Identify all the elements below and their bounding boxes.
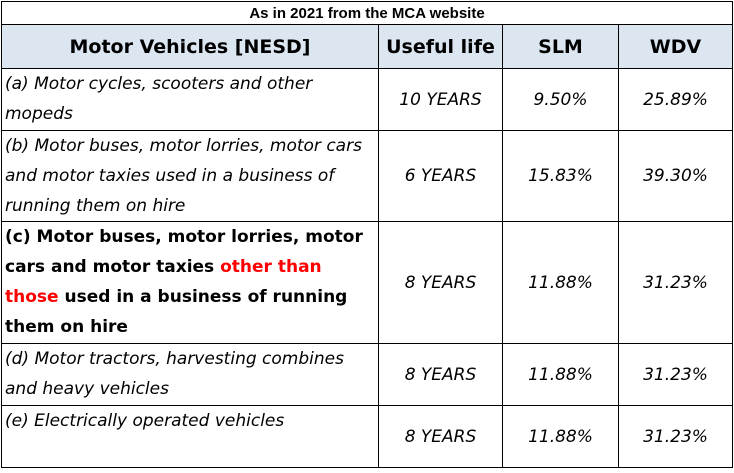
row-useful-life: 10 YEARS [378, 68, 503, 131]
table-row: (e) Electrically operated vehicles 8 YEA… [1, 405, 734, 468]
table-row: (d) Motor tractors, harvesting combines … [1, 343, 734, 406]
row-wdv: 31.23% [617, 405, 734, 468]
row-description-highlight: other than those [5, 257, 322, 307]
row-wdv: 31.23% [617, 221, 734, 344]
row-useful-life: 6 YEARS [378, 130, 503, 222]
row-description: (e) Electrically operated vehicles [1, 405, 379, 468]
row-wdv: 39.30% [617, 130, 734, 222]
row-slm: 11.88% [502, 405, 619, 468]
row-useful-life: 8 YEARS [378, 405, 503, 468]
row-slm: 11.88% [502, 221, 619, 344]
table-row: (a) Motor cycles, scooters and other mop… [1, 68, 734, 131]
row-slm: 9.50% [502, 68, 619, 131]
row-description: (d) Motor tractors, harvesting combines … [1, 343, 379, 406]
row-wdv: 31.23% [617, 343, 734, 406]
row-description-part1: (c) Motor buses, motor lorries, motor ca… [5, 227, 363, 277]
row-slm: 11.88% [502, 343, 619, 406]
table-row: (c) Motor buses, motor lorries, motor ca… [1, 221, 734, 344]
row-description-part2: used in a business of running them on hi… [5, 287, 348, 337]
row-description: (c) Motor buses, motor lorries, motor ca… [1, 221, 379, 344]
header-wdv: WDV [617, 24, 734, 69]
header-row: Motor Vehicles [NESD] Useful life SLM WD… [1, 24, 734, 69]
row-description: (a) Motor cycles, scooters and other mop… [1, 68, 379, 131]
header-category: Motor Vehicles [NESD] [1, 24, 379, 69]
table-row: (b) Motor buses, motor lorries, motor ca… [1, 130, 734, 222]
row-useful-life: 8 YEARS [378, 221, 503, 344]
row-slm: 15.83% [502, 130, 619, 222]
header-slm: SLM [502, 24, 619, 69]
table-caption: As in 2021 from the MCA website [0, 1, 734, 25]
row-useful-life: 8 YEARS [378, 343, 503, 406]
header-useful-life: Useful life [378, 24, 503, 69]
row-wdv: 25.89% [617, 68, 734, 131]
row-description: (b) Motor buses, motor lorries, motor ca… [1, 130, 379, 222]
